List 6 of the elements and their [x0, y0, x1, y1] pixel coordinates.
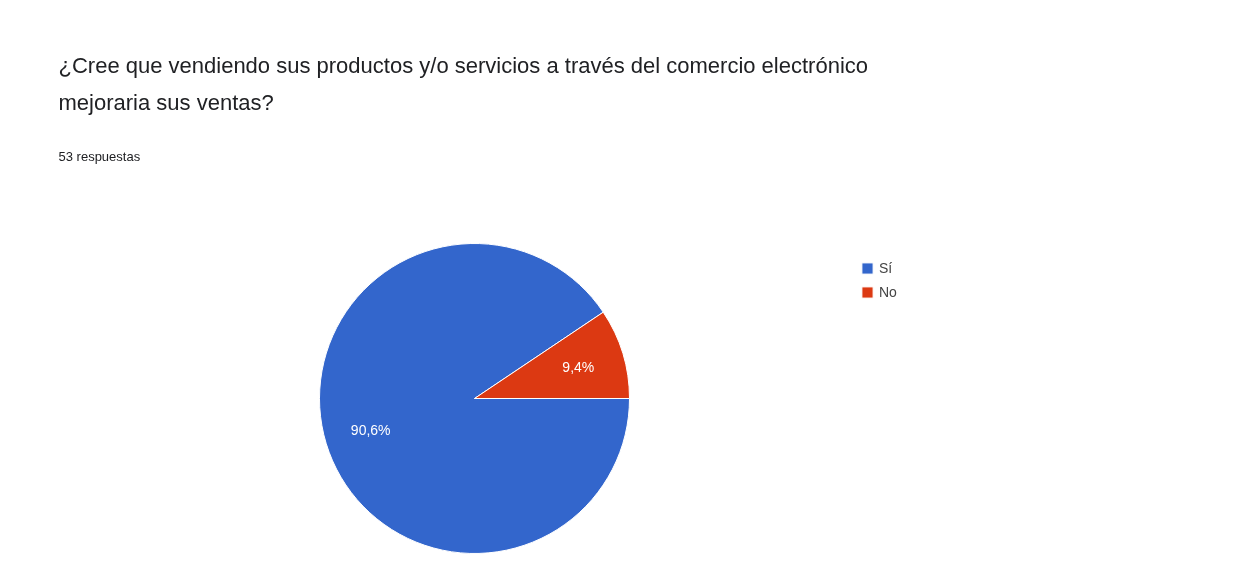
- text: 53 respuestas: [58, 149, 141, 164]
- legend-label: Sí: [879, 260, 894, 276]
- chart-title: ¿Cree que vendiendo sus productos y/o servicios a través del comercio electrónico mejoraria sus ventas?: [58, 53, 869, 115]
- legend-label: No: [879, 284, 898, 300]
- data-label: 9,4%: [562, 358, 595, 375]
- data-label: 90,6%: [350, 422, 391, 439]
